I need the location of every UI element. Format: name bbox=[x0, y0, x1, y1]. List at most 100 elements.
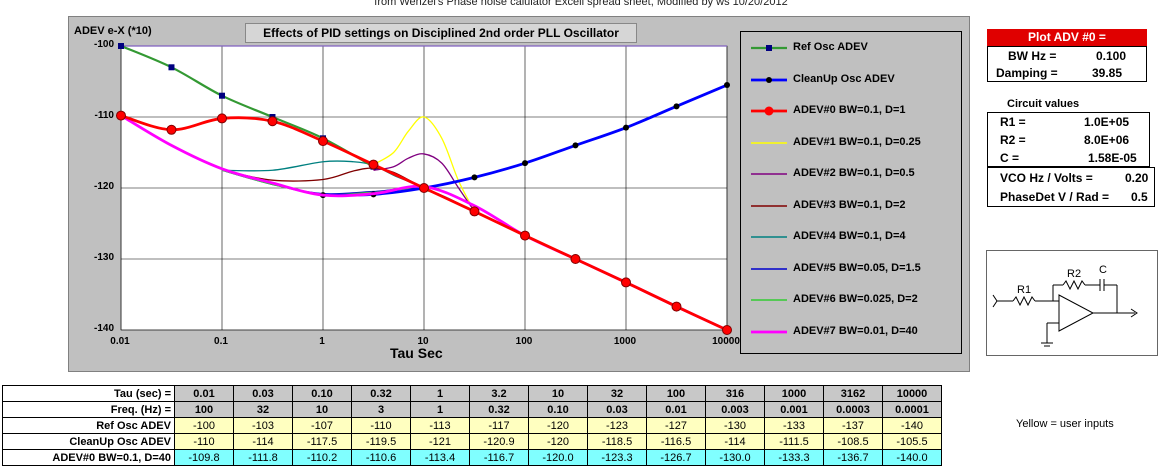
table-row: ADEV#0 BW=0.1, D=40 -109.8 -111.8 -110.2 -11… bbox=[2, 449, 942, 466]
legend-label: Ref Osc ADEV bbox=[793, 41, 868, 53]
phasedet-value[interactable]: 0.5 bbox=[1131, 190, 1148, 204]
table-cell[interactable]: -120.9 bbox=[469, 433, 529, 450]
r1-value[interactable]: 1.0E+05 bbox=[1084, 115, 1130, 129]
table-cell[interactable]: -105.5 bbox=[882, 433, 942, 450]
table-cell[interactable]: -137 bbox=[823, 417, 883, 434]
table-cell[interactable]: -127 bbox=[646, 417, 706, 434]
table-cell[interactable]: -119.5 bbox=[351, 433, 411, 450]
legend-label: ADEV#0 BW=0.1, D=1 bbox=[793, 104, 906, 116]
chart-title: Effects of PID settings on Disciplined 2… bbox=[245, 23, 637, 43]
r2-value[interactable]: 8.0E+06 bbox=[1084, 133, 1130, 147]
table-cell: 32 bbox=[233, 401, 293, 418]
data-point bbox=[419, 183, 429, 193]
table-cell[interactable]: -120 bbox=[528, 433, 588, 450]
y-axis-label: ADEV e-X (*10) bbox=[74, 25, 152, 37]
table-cell[interactable]: -133 bbox=[764, 417, 824, 434]
bw-label: BW Hz = bbox=[1008, 49, 1057, 63]
table-cell: 100 bbox=[174, 401, 234, 418]
legend-label: ADEV#4 BW=0.1, D=4 bbox=[793, 230, 906, 242]
table-cell[interactable]: -111.5 bbox=[764, 433, 824, 450]
table-cell[interactable]: -117.5 bbox=[292, 433, 352, 450]
legend-swatch-icon bbox=[751, 236, 787, 238]
table-cell: 316 bbox=[705, 385, 765, 402]
data-point bbox=[168, 64, 175, 71]
legend-item: ADEV#7 BW=0.01, D=40 bbox=[749, 324, 959, 340]
data-point bbox=[673, 103, 680, 110]
table-cell: -109.8 bbox=[174, 449, 234, 466]
table-cell: -123.3 bbox=[587, 449, 647, 466]
data-point bbox=[623, 124, 629, 131]
table-cell[interactable]: -108.5 bbox=[823, 433, 883, 450]
table-cell: 3 bbox=[351, 401, 411, 418]
table-cell[interactable]: -114 bbox=[705, 433, 765, 450]
legend-swatch-icon bbox=[751, 106, 787, 116]
table-cell[interactable]: -116.5 bbox=[646, 433, 706, 450]
data-point bbox=[522, 160, 528, 167]
table-cell[interactable]: -140 bbox=[882, 417, 942, 434]
x-axis-label: Tau Sec bbox=[390, 345, 443, 361]
plot-adv-box: BW Hz = 0.100 Damping = 39.85 bbox=[987, 46, 1147, 82]
schematic-drawing: R1 R2 C bbox=[992, 264, 1138, 347]
row-header: CleanUp Osc ADEV bbox=[2, 433, 175, 450]
table-cell[interactable]: -110 bbox=[351, 417, 411, 434]
yellow-note: Yellow = user inputs bbox=[1016, 418, 1114, 430]
table-cell: 0.32 bbox=[351, 385, 411, 402]
x-tick-label: 0.1 bbox=[214, 336, 228, 347]
legend-item: ADEV#5 BW=0.05, D=1.5 bbox=[749, 261, 959, 277]
table-cell[interactable]: -113 bbox=[410, 417, 470, 434]
data-point bbox=[368, 159, 379, 170]
data-point bbox=[267, 116, 278, 127]
legend-item: Ref Osc ADEV bbox=[749, 40, 959, 56]
bw-value[interactable]: 0.100 bbox=[1096, 49, 1127, 63]
damping-value: 39.85 bbox=[1092, 66, 1123, 80]
y-tick-label: -140 bbox=[93, 323, 114, 334]
data-point bbox=[724, 82, 730, 89]
phasedet-label: PhaseDet V / Rad = bbox=[1000, 190, 1110, 204]
data-point bbox=[118, 43, 124, 49]
table-cell[interactable]: -120 bbox=[528, 417, 588, 434]
table-cell: 10 bbox=[292, 401, 352, 418]
table-cell[interactable]: -100 bbox=[174, 417, 234, 434]
r1-resistor-icon bbox=[1012, 295, 1036, 307]
data-point bbox=[217, 113, 227, 124]
data-table: Tau (sec) = 0.01 0.03 0.10 0.32 1 3.2 10 32 100 31… bbox=[2, 385, 942, 466]
table-cell[interactable]: -118.5 bbox=[587, 433, 647, 450]
legend-item: CleanUp Osc ADEV bbox=[749, 72, 959, 88]
legend-label: ADEV#2 BW=0.1, D=0.5 bbox=[793, 167, 915, 179]
table-cell[interactable]: -107 bbox=[292, 417, 352, 434]
table-cell[interactable]: -103 bbox=[233, 417, 293, 434]
legend: Ref Osc ADEV CleanUp Osc ADEV ADEV#0 BW=0.… bbox=[740, 31, 962, 354]
series-line-4 bbox=[373, 153, 476, 212]
plot-adv-title: Plot ADV #0 = bbox=[987, 29, 1147, 46]
legend-item: ADEV#6 BW=0.025, D=2 bbox=[749, 292, 959, 308]
legend-swatch-icon bbox=[751, 267, 787, 270]
table-cell[interactable]: -110 bbox=[174, 433, 234, 450]
table-cell[interactable]: -123 bbox=[587, 417, 647, 434]
legend-label: ADEV#3 BW=0.1, D=2 bbox=[793, 198, 906, 211]
x-tick-label: 1 bbox=[319, 336, 325, 347]
data-point bbox=[722, 325, 732, 335]
table-cell: -110.6 bbox=[351, 449, 411, 466]
legend-label: ADEV#5 BW=0.05, D=1.5 bbox=[793, 261, 921, 274]
legend-item: ADEV#0 BW=0.1, D=1 bbox=[749, 103, 959, 119]
data-point bbox=[166, 124, 177, 135]
legend-swatch-icon bbox=[751, 45, 787, 51]
data-point bbox=[469, 206, 480, 217]
top-caption: from Wenzel's Phase noise calulator Exce… bbox=[374, 0, 788, 8]
table-cell[interactable]: -130 bbox=[705, 417, 765, 434]
x-tick-label: 100 bbox=[515, 336, 533, 347]
table-cell[interactable]: -121 bbox=[410, 433, 470, 450]
legend-item: ADEV#3 BW=0.1, D=2 bbox=[749, 198, 959, 214]
table-cell: -133.3 bbox=[764, 449, 824, 466]
vco-value[interactable]: 0.20 bbox=[1125, 171, 1149, 185]
loop-params-box: VCO Hz / Volts = 0.20 PhaseDet V / Rad =… bbox=[987, 167, 1155, 207]
legend-label: ADEV#7 BW=0.01, D=40 bbox=[793, 324, 918, 337]
table-cell[interactable]: -114 bbox=[233, 433, 293, 450]
legend-item: ADEV#1 BW=0.1, D=0.25 bbox=[749, 135, 959, 151]
legend-swatch-icon bbox=[751, 141, 787, 144]
table-cell: 0.0001 bbox=[882, 401, 942, 418]
table-cell[interactable]: -117 bbox=[469, 417, 529, 434]
legend-label: CleanUp Osc ADEV bbox=[793, 72, 895, 85]
circuit-values-box: R1 = 1.0E+05 R2 = 8.0E+06 C = 1.58E-05 bbox=[987, 112, 1150, 167]
y-tick-label: -120 bbox=[93, 181, 114, 192]
